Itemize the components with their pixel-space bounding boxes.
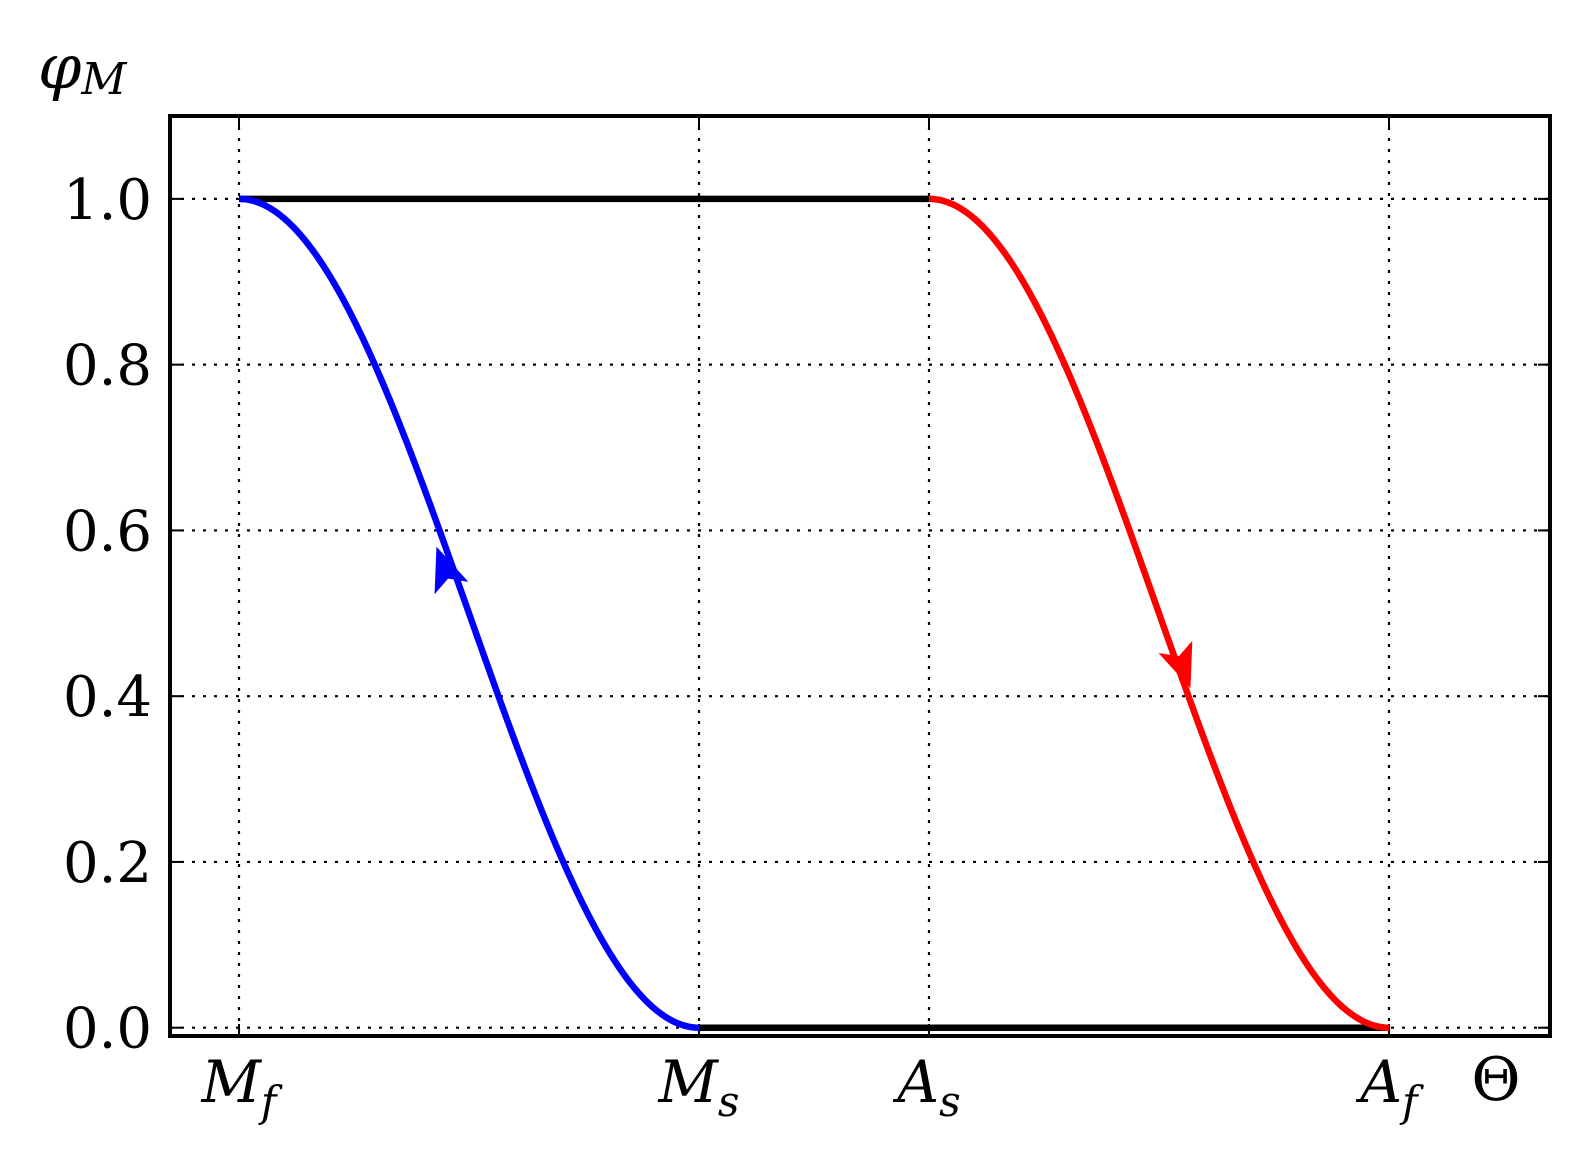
y-axis-label-main: φ bbox=[38, 30, 82, 103]
y-axis-label-sub: M bbox=[80, 54, 127, 105]
arrow-head-3 bbox=[1158, 640, 1193, 689]
x-tick-label-1: Ms bbox=[658, 1048, 740, 1126]
x-tick-label-0: Mf bbox=[201, 1048, 283, 1126]
x-axis-label: Θ bbox=[1471, 1045, 1520, 1115]
y-tick-label-1: 0.2 bbox=[63, 831, 152, 896]
series-line-2 bbox=[238, 195, 700, 1031]
plot-frame bbox=[168, 114, 1552, 1038]
data-series bbox=[238, 195, 1390, 1031]
direction-arrow-3 bbox=[1158, 640, 1193, 689]
x-tick-label-2: As bbox=[892, 1048, 960, 1126]
y-tick-label-2: 0.4 bbox=[63, 665, 152, 730]
x-tick-label-3: Af bbox=[1355, 1048, 1424, 1126]
grid-lines bbox=[170, 116, 1550, 1036]
y-tick-label-3: 0.6 bbox=[63, 499, 152, 564]
series-line-3 bbox=[928, 195, 1390, 1031]
direction-arrow-2 bbox=[434, 546, 469, 595]
x-tick-labels: Mf Ms As Af bbox=[201, 1048, 1425, 1126]
arrow-head-2 bbox=[434, 546, 469, 595]
y-tick-label-5: 1.0 bbox=[63, 168, 152, 233]
y-tick-label-4: 0.8 bbox=[63, 334, 152, 399]
y-axis-label: φM bbox=[38, 30, 127, 105]
y-tick-labels: 0.0 0.2 0.4 0.6 0.8 1.0 bbox=[63, 168, 152, 1062]
y-tick-label-0: 0.0 bbox=[63, 997, 152, 1062]
